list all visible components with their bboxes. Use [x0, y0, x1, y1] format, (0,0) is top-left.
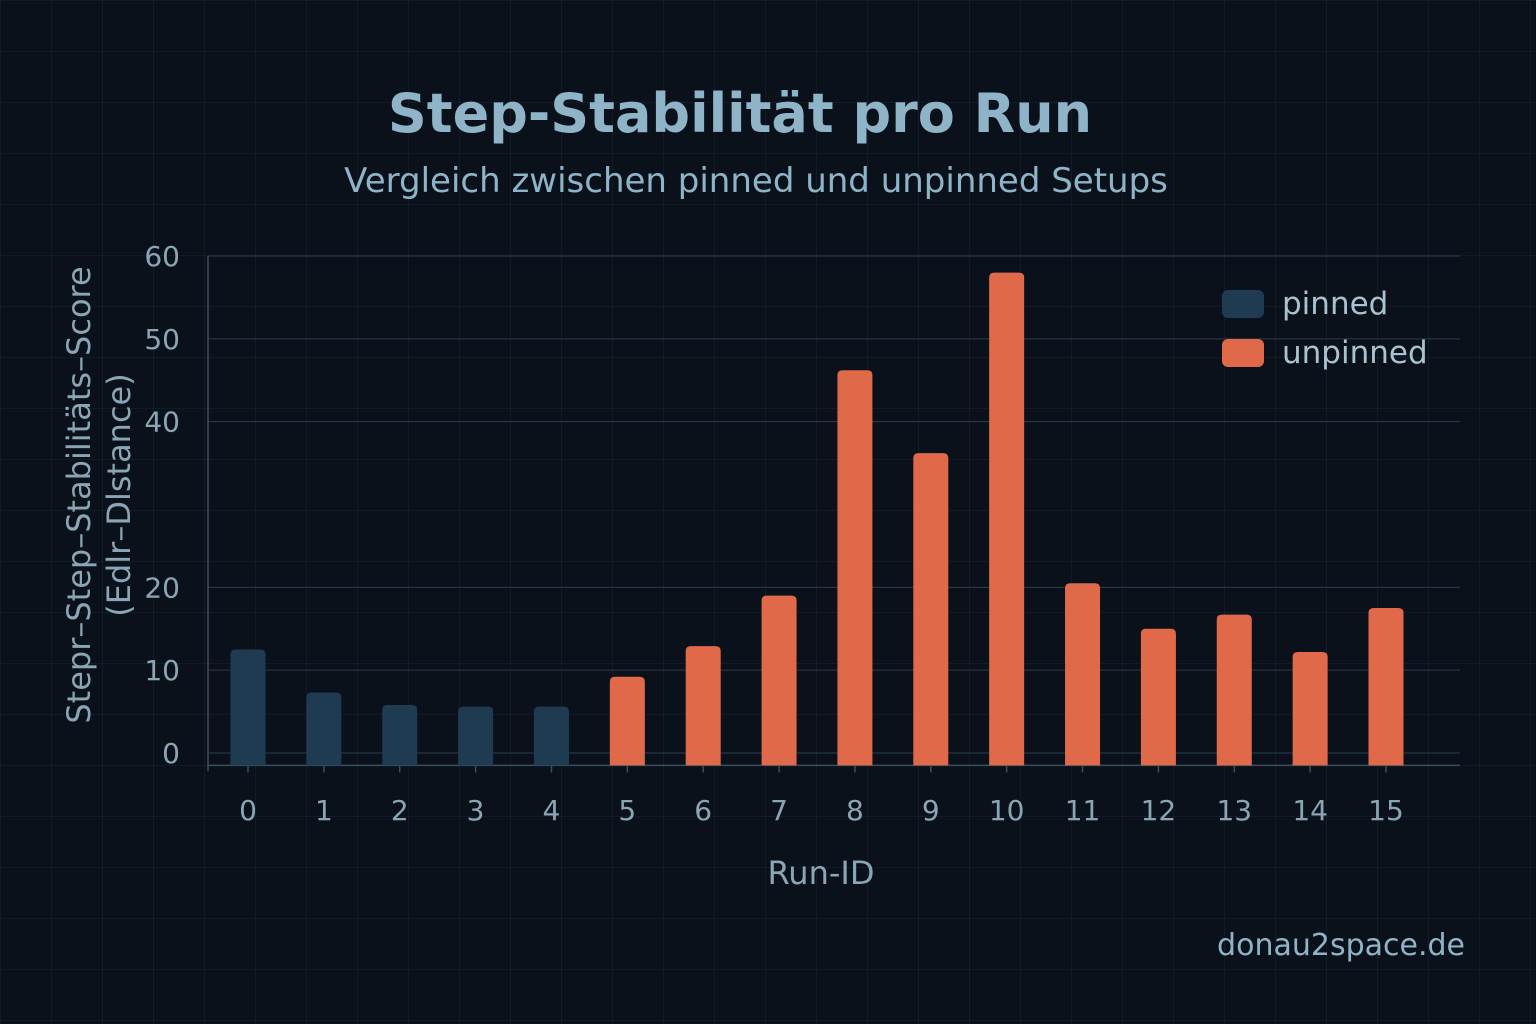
x-tick-2: 2: [391, 794, 409, 827]
y-tick-50: 50: [144, 323, 180, 356]
x-tick-labels: 0 1 2 3 4 5 6 7 8 9 10 11 12 13 14 15: [239, 765, 1404, 827]
legend-swatch-unpinned: [1222, 339, 1264, 367]
legend[interactable]: pinned unpinned: [1222, 286, 1428, 371]
y-axis-label-line-1: Stepr–Step–Stabilitäts–Score: [60, 266, 98, 723]
chart-title: Step-Stabilität pro Run: [388, 82, 1092, 145]
y-tick-0: 0: [162, 737, 180, 770]
legend-label-unpinned: unpinned: [1282, 335, 1428, 371]
bar-pinned-run-4: [533, 706, 569, 766]
legend-label-pinned: pinned: [1282, 286, 1388, 322]
bar-pinned-run-3: [458, 706, 494, 766]
y-gridlines: [207, 255, 1460, 772]
x-tick-12: 12: [1141, 794, 1177, 827]
bar-unpinned-run-11: [1065, 583, 1101, 766]
bar-unpinned-run-9: [913, 453, 949, 766]
bar-unpinned-run-8: [837, 370, 873, 766]
bar-unpinned-run-5: [609, 676, 645, 766]
bar-unpinned-run-14: [1292, 651, 1328, 766]
watermark: donau2space.de: [1217, 928, 1465, 963]
bar-unpinned-run-13: [1216, 614, 1252, 766]
bar-unpinned-run-12: [1140, 628, 1176, 766]
x-tick-14: 14: [1292, 794, 1328, 827]
x-tick-10: 10: [989, 794, 1025, 827]
x-tick-11: 11: [1065, 794, 1101, 827]
bar-pinned-run-2: [382, 704, 418, 766]
x-tick-3: 3: [467, 794, 485, 827]
x-tick-1: 1: [315, 794, 333, 827]
bar-pinned-run-0: [230, 649, 266, 766]
x-tick-0: 0: [239, 794, 257, 827]
x-tick-13: 13: [1216, 794, 1252, 827]
legend-swatch-pinned: [1222, 290, 1264, 318]
bar-unpinned-run-15: [1368, 608, 1404, 766]
x-axis-label: Run-ID: [768, 854, 875, 892]
chart-subtitle: Vergleich zwischen pinned und unpinned S…: [344, 161, 1168, 201]
x-tick-9: 9: [922, 794, 940, 827]
x-tick-4: 4: [543, 794, 561, 827]
bar-pinned-run-1: [306, 692, 342, 766]
y-axis-label-line-2: (Edlr–Dlstance): [100, 373, 138, 616]
x-tick-8: 8: [846, 794, 864, 827]
x-tick-7: 7: [770, 794, 788, 827]
bar-unpinned-run-6: [685, 646, 721, 766]
y-tick-40: 40: [144, 406, 180, 439]
y-tick-labels: 0 10 20 40 50 60: [144, 240, 180, 770]
x-tick-5: 5: [618, 794, 636, 827]
y-axis-label: Stepr–Step–Stabilitäts–Score (Edlr–Dlsta…: [60, 266, 138, 723]
bars: [230, 272, 1404, 766]
x-tick-6: 6: [694, 794, 712, 827]
x-tick-15: 15: [1368, 794, 1404, 827]
y-tick-20: 20: [144, 571, 180, 604]
bar-unpinned-run-7: [761, 595, 797, 766]
y-tick-10: 10: [144, 654, 180, 687]
bar-unpinned-run-10: [989, 272, 1025, 766]
y-tick-60: 60: [144, 240, 180, 273]
